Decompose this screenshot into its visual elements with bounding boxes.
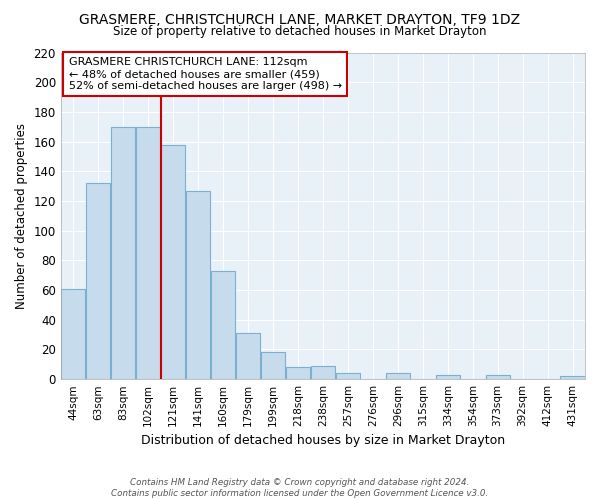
Text: Contains HM Land Registry data © Crown copyright and database right 2024.
Contai: Contains HM Land Registry data © Crown c… xyxy=(112,478,488,498)
Bar xyxy=(485,374,510,379)
Bar xyxy=(386,373,410,379)
Text: GRASMERE CHRISTCHURCH LANE: 112sqm
← 48% of detached houses are smaller (459)
52: GRASMERE CHRISTCHURCH LANE: 112sqm ← 48%… xyxy=(68,58,342,90)
Bar xyxy=(211,271,235,379)
Bar xyxy=(311,366,335,379)
Text: Size of property relative to detached houses in Market Drayton: Size of property relative to detached ho… xyxy=(113,24,487,38)
Bar xyxy=(161,144,185,379)
Bar xyxy=(560,376,584,379)
Bar xyxy=(61,288,85,379)
Bar xyxy=(336,373,360,379)
X-axis label: Distribution of detached houses by size in Market Drayton: Distribution of detached houses by size … xyxy=(141,434,505,448)
Bar xyxy=(136,126,160,379)
Bar xyxy=(261,352,285,379)
Bar xyxy=(286,368,310,379)
Bar xyxy=(186,190,210,379)
Bar xyxy=(236,333,260,379)
Bar xyxy=(86,183,110,379)
Bar xyxy=(111,126,136,379)
Text: GRASMERE, CHRISTCHURCH LANE, MARKET DRAYTON, TF9 1DZ: GRASMERE, CHRISTCHURCH LANE, MARKET DRAY… xyxy=(79,12,521,26)
Bar xyxy=(436,374,460,379)
Y-axis label: Number of detached properties: Number of detached properties xyxy=(15,123,28,309)
